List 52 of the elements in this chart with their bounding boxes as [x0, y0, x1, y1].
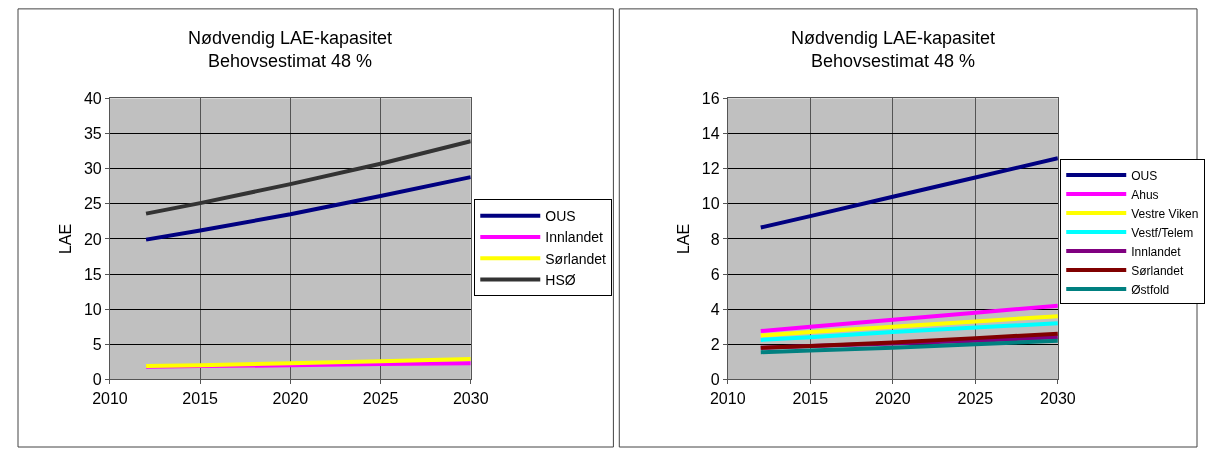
line-series: [758, 303, 1058, 334]
y-tick-label: 0: [92, 370, 102, 388]
x-tick-label: 2010: [92, 389, 128, 407]
x-tick-label: 2030: [452, 389, 489, 407]
legend-label: Sørlandet: [545, 250, 607, 267]
line-series: [144, 357, 471, 369]
legend-label: OUS: [545, 208, 576, 225]
x-tick-label: 2020: [272, 389, 309, 407]
x-tick-label: 2015: [182, 389, 219, 407]
x-tick-label: 2010: [709, 389, 746, 407]
line-series: [758, 156, 1058, 230]
x-tick-label: 2020: [875, 389, 911, 407]
x-tick-label: 2025: [362, 389, 399, 407]
line-series: [758, 338, 1058, 355]
y-tick-label: 5: [92, 335, 102, 353]
x-tick-label: 2015: [792, 389, 829, 407]
y-tick-label: 12: [701, 160, 720, 178]
legend-label: HSØ: [545, 271, 576, 288]
y-tick-label: 40: [83, 90, 102, 108]
y-tick-label: 8: [710, 230, 720, 248]
chart-title: Nødvendig LAE-kapasitet Behovsestimat 48 %: [188, 28, 393, 72]
y-axis-title: LAE: [674, 223, 692, 255]
legend-label: Vestf/Telem: [1131, 225, 1194, 240]
y-tick-label: 35: [83, 125, 102, 143]
y-tick-label: 20: [83, 230, 102, 248]
legend-label: Vestre Viken: [1131, 206, 1199, 221]
line-series: [144, 139, 471, 216]
chart-title: Nødvendig LAE-kapasitet Behovsestimat 48 %: [791, 28, 996, 72]
line-series: [758, 321, 1058, 342]
y-tick-label: 10: [83, 300, 102, 318]
line-series: [144, 175, 471, 242]
legend-label: Innlandet: [1131, 244, 1182, 259]
line-series: [758, 314, 1058, 338]
legend-label: Ahus: [1131, 187, 1159, 202]
y-tick-label: 4: [710, 300, 720, 318]
y-tick-label: 0: [710, 370, 720, 388]
y-tick-label: 6: [710, 265, 720, 283]
line-series: [758, 331, 1058, 350]
y-tick-label: 30: [83, 160, 102, 178]
legend-label: Østfold: [1131, 282, 1170, 297]
y-tick-label: 10: [701, 195, 720, 213]
legend-label: Innlandet: [545, 229, 603, 246]
x-tick-label: 2025: [957, 389, 994, 407]
y-tick-label: 25: [83, 195, 102, 213]
y-tick-label: 16: [701, 90, 720, 108]
y-axis-title: LAE: [56, 223, 74, 255]
y-tick-label: 14: [701, 125, 720, 143]
legend-label: OUS: [1131, 168, 1158, 183]
y-tick-label: 15: [83, 265, 102, 283]
legend-label: Sørlandet: [1131, 263, 1184, 278]
y-tick-label: 2: [710, 335, 720, 353]
x-tick-label: 2030: [1040, 389, 1076, 407]
